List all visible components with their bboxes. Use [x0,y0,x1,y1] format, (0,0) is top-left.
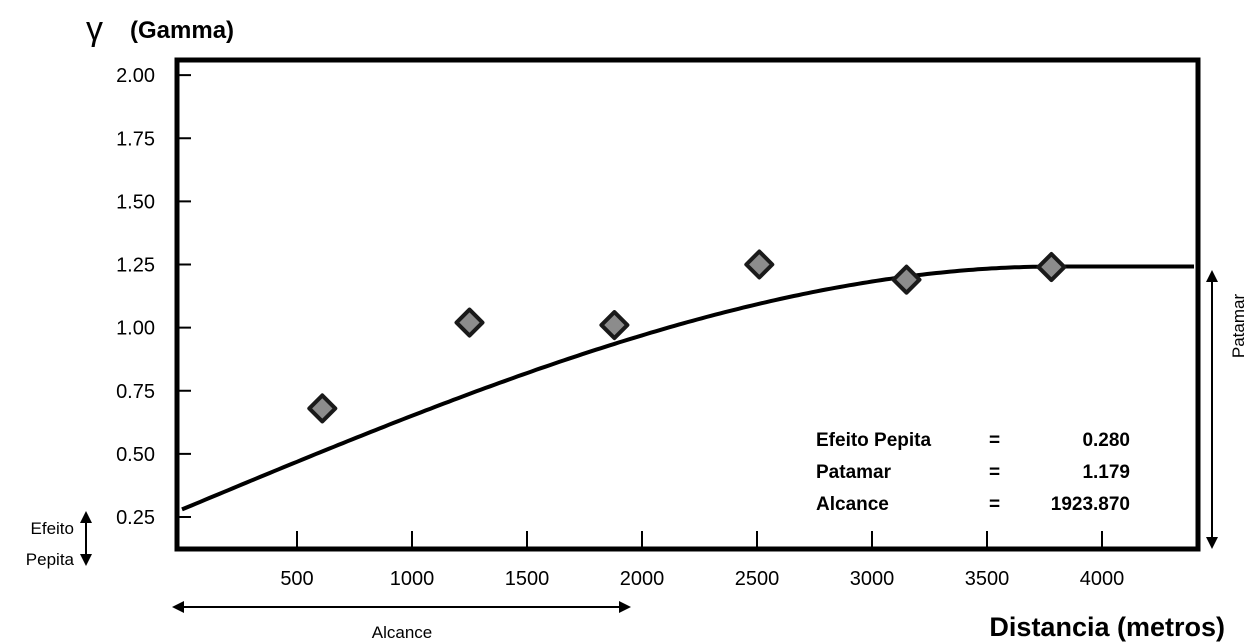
sill-label: Patamar [1229,294,1248,359]
y-tick-label: 0.50 [116,444,155,466]
x-tick-label: 3000 [850,568,895,590]
x-axis-title: Distancia (metros) [989,612,1225,642]
x-tick-label: 2500 [735,568,780,590]
nugget-label-line2: Pepita [26,550,75,569]
range-label: Alcance [372,623,432,642]
stat-label-sill: Patamar [816,462,892,483]
x-tick-label: 2000 [620,568,665,590]
range-arrow-head-right [619,601,631,613]
y-axis-symbol: γ [86,10,103,48]
nugget-arrow-head-top [80,511,92,523]
stat-value-sill: 1.179 [1082,462,1130,483]
model-curve [181,264,1194,512]
x-tick-label: 1000 [390,568,435,590]
stat-value-nugget: 0.280 [1082,430,1130,451]
data-point-marker [744,249,775,280]
y-tick-label: 2.00 [116,65,155,87]
y-axis-title: (Gamma) [130,17,234,44]
stats-box: Efeito Pepita = 0.280 Patamar = 1.179 Al… [816,430,1130,515]
sill-annotation: Patamar [1206,270,1248,549]
range-arrow-head-left [172,601,184,613]
x-axis: 500 1000 1500 2000 2500 3000 3500 4000 [280,531,1124,590]
data-point-marker [1036,252,1067,283]
y-tick-label: 1.25 [116,255,155,277]
sill-arrow-head-bottom [1206,537,1218,549]
x-tick-label: 4000 [1080,568,1125,590]
stat-eq-sill: = [989,462,1000,483]
sill-arrow-head-top [1206,270,1218,282]
y-tick-label: 1.50 [116,191,155,213]
data-point-marker [454,307,485,338]
x-tick-label: 1500 [505,568,550,590]
plot-frame [174,57,1201,552]
nugget-arrow-head-bottom [80,554,92,566]
data-point-marker [307,393,338,424]
x-tick-label: 500 [280,568,313,590]
stat-eq-range: = [989,494,1000,515]
y-axis: 0.25 0.50 0.75 1.00 1.25 1.50 1.75 2.00 [116,65,191,529]
stat-label-range: Alcance [816,494,889,515]
y-tick-label: 1.00 [116,318,155,340]
data-point-marker [891,264,922,295]
x-tick-label: 3500 [965,568,1010,590]
y-tick-label: 1.75 [116,128,155,150]
nugget-annotation: Efeito Pepita [26,511,92,569]
data-points [307,249,1067,424]
range-annotation: Alcance [172,601,631,642]
y-tick-label: 0.75 [116,381,155,403]
stat-value-range: 1923.870 [1051,494,1130,515]
stat-label-nugget: Efeito Pepita [816,430,932,451]
data-point-marker [599,310,630,341]
stat-eq-nugget: = [989,430,1000,451]
nugget-label-line1: Efeito [31,519,74,538]
y-tick-label: 0.25 [116,507,155,529]
